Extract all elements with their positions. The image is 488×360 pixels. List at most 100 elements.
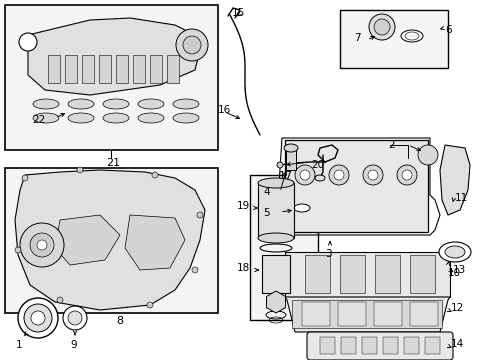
Bar xyxy=(99,55,111,83)
Circle shape xyxy=(30,233,54,257)
Circle shape xyxy=(417,145,437,165)
Ellipse shape xyxy=(293,204,309,212)
Text: 8: 8 xyxy=(116,316,123,326)
Circle shape xyxy=(31,311,45,325)
Text: 11: 11 xyxy=(454,193,468,203)
Circle shape xyxy=(37,240,47,250)
Ellipse shape xyxy=(138,113,163,123)
Bar xyxy=(285,150,295,170)
Text: 9: 9 xyxy=(70,340,77,350)
Circle shape xyxy=(147,302,153,308)
Bar xyxy=(374,255,399,293)
Bar xyxy=(285,252,449,297)
Bar xyxy=(258,183,293,238)
Text: 7: 7 xyxy=(353,33,360,43)
Bar xyxy=(409,255,434,293)
Text: 6: 6 xyxy=(444,25,451,35)
Text: 12: 12 xyxy=(450,303,463,313)
Text: 3: 3 xyxy=(325,249,331,259)
Bar xyxy=(65,55,77,83)
Circle shape xyxy=(24,304,52,332)
Bar xyxy=(5,168,218,313)
Circle shape xyxy=(299,170,309,180)
Circle shape xyxy=(152,172,158,178)
Ellipse shape xyxy=(314,175,325,181)
Ellipse shape xyxy=(138,99,163,109)
Circle shape xyxy=(192,267,198,273)
Bar xyxy=(116,55,128,83)
Bar xyxy=(150,55,162,83)
Bar xyxy=(249,175,317,320)
Bar xyxy=(339,255,364,293)
Polygon shape xyxy=(55,215,120,265)
Circle shape xyxy=(57,297,63,303)
Circle shape xyxy=(396,165,416,185)
Text: 10: 10 xyxy=(447,268,460,278)
Circle shape xyxy=(77,167,83,173)
Ellipse shape xyxy=(173,113,199,123)
Bar xyxy=(409,302,437,326)
Polygon shape xyxy=(439,145,469,215)
Circle shape xyxy=(18,298,58,338)
Bar xyxy=(337,302,365,326)
Text: 14: 14 xyxy=(450,339,463,349)
Text: 18: 18 xyxy=(237,263,250,273)
Bar xyxy=(291,300,441,328)
Bar xyxy=(82,55,94,83)
Circle shape xyxy=(373,19,389,35)
Ellipse shape xyxy=(173,99,199,109)
Polygon shape xyxy=(125,215,184,270)
Text: 13: 13 xyxy=(452,265,465,275)
Bar xyxy=(339,10,447,68)
Circle shape xyxy=(328,165,348,185)
Bar xyxy=(382,337,397,354)
Bar xyxy=(319,337,334,354)
Polygon shape xyxy=(266,291,285,313)
Circle shape xyxy=(15,247,21,253)
Ellipse shape xyxy=(284,144,297,152)
Text: 15: 15 xyxy=(231,8,245,18)
Ellipse shape xyxy=(68,99,94,109)
Bar xyxy=(305,255,329,293)
Ellipse shape xyxy=(444,246,464,258)
Bar xyxy=(302,302,329,326)
Bar xyxy=(285,140,427,232)
Circle shape xyxy=(176,29,207,61)
Ellipse shape xyxy=(103,99,129,109)
Text: 19: 19 xyxy=(237,201,250,211)
Ellipse shape xyxy=(33,99,59,109)
Circle shape xyxy=(294,165,314,185)
Bar xyxy=(373,302,401,326)
Ellipse shape xyxy=(103,113,129,123)
Bar xyxy=(403,337,418,354)
Circle shape xyxy=(197,212,203,218)
Polygon shape xyxy=(15,170,204,310)
Bar xyxy=(133,55,145,83)
FancyBboxPatch shape xyxy=(306,332,452,360)
Text: 21: 21 xyxy=(106,158,120,168)
Ellipse shape xyxy=(438,242,470,262)
Text: 16: 16 xyxy=(218,105,231,115)
Circle shape xyxy=(68,311,82,325)
Polygon shape xyxy=(28,18,200,95)
Text: 2: 2 xyxy=(387,140,394,150)
Bar xyxy=(5,5,218,150)
Bar xyxy=(48,55,60,83)
Circle shape xyxy=(401,170,411,180)
Ellipse shape xyxy=(68,113,94,123)
Ellipse shape xyxy=(258,233,293,243)
Polygon shape xyxy=(285,297,449,332)
Bar xyxy=(167,55,179,83)
Text: 17: 17 xyxy=(279,171,292,181)
Bar xyxy=(424,337,439,354)
Text: 20: 20 xyxy=(310,160,324,170)
Circle shape xyxy=(20,223,64,267)
Circle shape xyxy=(367,170,377,180)
Bar xyxy=(340,337,355,354)
Circle shape xyxy=(362,165,382,185)
Circle shape xyxy=(368,14,394,40)
Circle shape xyxy=(183,36,201,54)
Circle shape xyxy=(22,175,28,181)
Text: 1: 1 xyxy=(16,340,22,350)
Circle shape xyxy=(63,306,87,330)
